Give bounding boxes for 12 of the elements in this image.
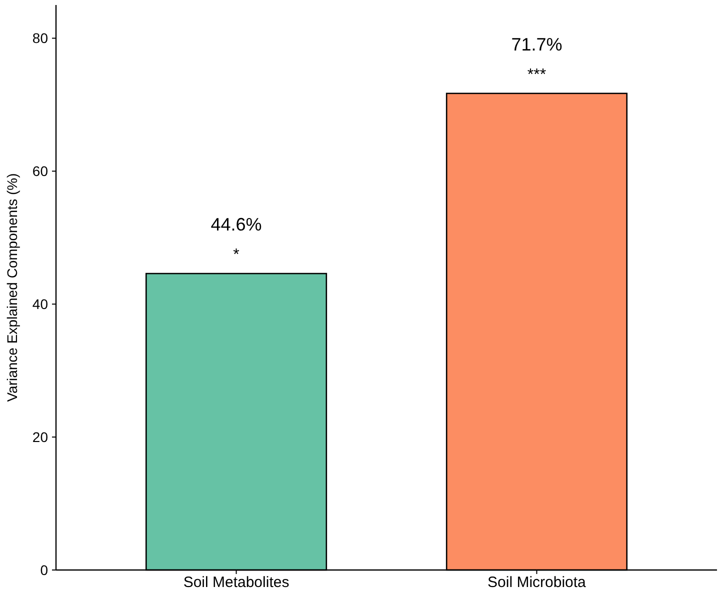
y-axis-title: Variance Explained Components (%) bbox=[4, 173, 20, 402]
data-label: 71.7% bbox=[511, 34, 562, 54]
y-tick-label: 60 bbox=[32, 163, 48, 180]
annotation: * bbox=[233, 246, 240, 264]
annotation: *** bbox=[527, 66, 546, 84]
x-tick-label: Soil Metabolites bbox=[183, 574, 290, 591]
y-tick-label: 20 bbox=[32, 428, 48, 445]
data-label: 44.6% bbox=[210, 214, 262, 235]
y-tick-label: 80 bbox=[32, 30, 48, 46]
y-tick-label: 0 bbox=[40, 562, 48, 578]
x-tick-label: Soil Microbiota bbox=[488, 574, 587, 591]
y-tick-label: 40 bbox=[32, 296, 48, 312]
